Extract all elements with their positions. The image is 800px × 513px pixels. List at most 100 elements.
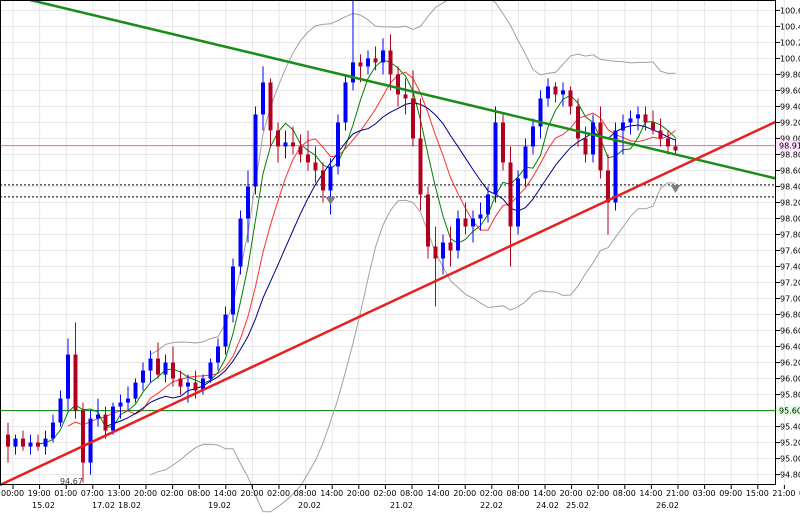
candle	[73, 322, 78, 419]
x-tick-label: 14:00	[427, 489, 450, 498]
x-tick-label: 14:00	[639, 489, 662, 498]
candle-body	[43, 438, 48, 447]
candle-body	[246, 186, 250, 219]
x-tick-label: 20:00	[134, 489, 157, 498]
candle	[51, 414, 55, 443]
candle-body	[561, 90, 565, 95]
candle-body	[58, 398, 63, 423]
candle	[531, 118, 535, 155]
y-tick-label: 96.60	[780, 327, 800, 336]
candle-body	[553, 86, 558, 95]
candle	[358, 54, 363, 83]
candle	[156, 342, 160, 379]
x-date-label: 18.02	[118, 501, 141, 510]
y-tick-label: 96.20	[780, 359, 800, 368]
candle-body	[103, 414, 108, 431]
x-date-label: 26.02	[656, 501, 679, 510]
candle	[118, 394, 123, 419]
bollinger-bands	[150, 0, 676, 513]
candle	[283, 130, 288, 159]
candle-body	[276, 130, 280, 147]
candle-body	[516, 178, 520, 227]
y-tick-label: 100.60	[780, 6, 800, 15]
y-axis: 100.60 100.40 100.20 100.00 99.80 99.60 99.40 9…	[776, 6, 800, 480]
x-tick-label: 19:00	[28, 489, 51, 498]
candle	[448, 226, 453, 267]
candle-body	[343, 82, 348, 123]
x-tick-label: 21:00	[666, 489, 689, 498]
candle-body	[268, 82, 273, 131]
candle-body	[366, 58, 370, 67]
x-tick-label: 20:00	[347, 489, 370, 498]
candle	[268, 78, 273, 147]
y-tick-label: 99.00	[780, 134, 800, 143]
candle-body	[538, 98, 543, 127]
x-date-label: 19.02	[208, 501, 231, 510]
y-tick-label: 98.00	[780, 214, 800, 223]
x-date-label: 24.02	[536, 501, 559, 510]
candle	[673, 138, 678, 155]
candle	[58, 390, 63, 427]
candle-body	[13, 438, 18, 447]
x-tick-label: 00:00	[1, 489, 24, 498]
x-tick-label: 20:00	[240, 489, 263, 498]
y-tick-label: 95.40	[780, 423, 800, 432]
candle-body	[613, 130, 618, 203]
candle-body	[531, 126, 535, 147]
candle-body	[73, 354, 78, 411]
y-tick-label: 99.60	[780, 86, 800, 95]
candle-body	[621, 122, 625, 131]
candle	[148, 350, 153, 383]
candle	[171, 346, 175, 387]
candle	[343, 74, 348, 131]
current-price-label: 98.91	[779, 142, 800, 151]
candle	[651, 110, 655, 135]
y-tick-label: 97.60	[780, 247, 800, 256]
candle-body	[381, 50, 385, 63]
candle	[418, 98, 423, 211]
resistance-trendline	[24, 0, 777, 180]
y-tick-label: 98.40	[780, 182, 800, 191]
down-arrow-marker	[325, 196, 336, 205]
candle-body	[283, 142, 288, 147]
candle	[6, 422, 10, 463]
y-tick-label: 99.20	[780, 118, 800, 127]
candle	[66, 338, 70, 411]
candle	[433, 226, 438, 307]
candle	[568, 86, 573, 115]
y-tick-label: 96.40	[780, 343, 800, 352]
candle-body	[216, 346, 220, 363]
candle	[328, 158, 333, 215]
candle	[103, 406, 108, 439]
horizontal-levels	[0, 145, 776, 412]
candle	[321, 162, 325, 203]
candle	[208, 358, 213, 383]
candle-body	[178, 378, 183, 387]
candle	[336, 114, 340, 175]
y-tick-label: 97.40	[780, 263, 800, 272]
candle-body	[501, 122, 505, 163]
y-tick-label: 96.00	[780, 375, 800, 384]
candle	[163, 354, 168, 383]
candle-body	[208, 362, 213, 379]
candle	[388, 34, 393, 91]
candle	[216, 338, 220, 371]
candle	[43, 430, 48, 455]
candle-body	[291, 142, 295, 147]
candle-body	[126, 398, 130, 403]
candle	[486, 186, 490, 223]
candle-body	[306, 154, 310, 163]
candle	[463, 202, 468, 235]
candle	[636, 106, 640, 131]
candle	[403, 78, 408, 115]
candle-body	[358, 62, 363, 67]
level-price-label-box	[776, 405, 800, 416]
candle-body	[238, 218, 243, 267]
candle	[36, 434, 40, 451]
x-date-label: 22.02	[480, 501, 503, 510]
x-date-label: 15.02	[32, 501, 55, 510]
candle	[606, 154, 610, 235]
y-tick-label: 95.80	[780, 391, 800, 400]
candle	[81, 402, 85, 483]
level-price-label: 95.60	[779, 407, 800, 416]
